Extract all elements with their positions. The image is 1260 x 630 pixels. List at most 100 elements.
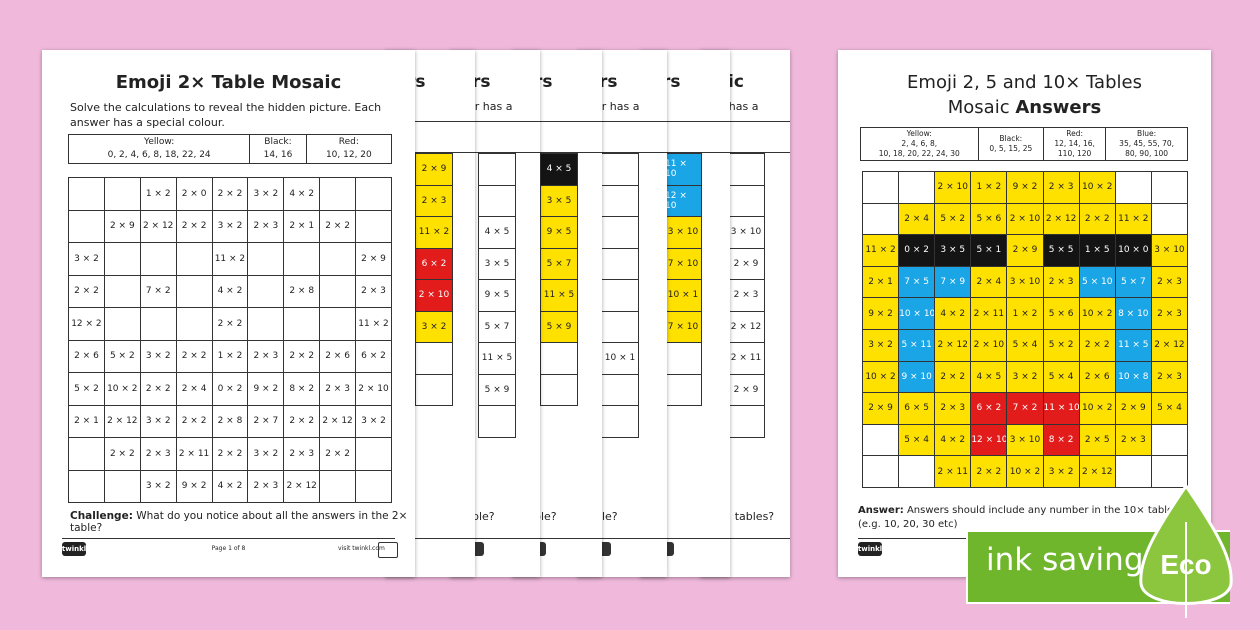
grid-cell [175, 307, 213, 341]
grid-cell [68, 469, 105, 503]
grid-cell: 4 × 2 [934, 297, 972, 330]
grid-cell: 2 × 2 [211, 437, 249, 471]
grid-cell: 5 × 6 [1042, 297, 1080, 330]
grid-cell: 10 × 0 [1114, 234, 1152, 267]
key-blue: Blue: 35, 45, 55, 70, 80, 90, 100 [1105, 127, 1188, 161]
grid-cell: 5 × 9 [478, 373, 516, 406]
grid-cell: 2 × 11 [970, 297, 1008, 330]
grid-cell: 3 × 2 [355, 404, 392, 438]
page-title-fragment: ic [728, 72, 744, 92]
grid-cell: 2 × 2 [283, 404, 321, 438]
grid-cell: 2 × 10 [415, 279, 453, 312]
grid-cell [1114, 171, 1152, 204]
grid-cell: 2 × 6 [68, 339, 105, 373]
resource-icon [378, 542, 398, 558]
grid-cell: 3 × 2 [415, 310, 453, 343]
grid-cell [478, 405, 516, 438]
grid-cell [319, 177, 356, 211]
grid-cell: 2 × 8 [283, 274, 321, 308]
grid-cell: 3 × 2 [247, 437, 285, 471]
grid-cell: 9 × 10 [898, 360, 936, 394]
footer-line [450, 538, 540, 539]
grid-cell: 4 × 2 [283, 177, 321, 211]
grid-cell: 6 × 5 [898, 392, 936, 425]
answers-colour-key: Yellow: 2, 4, 6, 8, 10, 18, 20, 22, 24, 30… [860, 127, 1188, 161]
key-fragment [660, 121, 730, 153]
instructions: Solve the calculations to reveal the hid… [70, 101, 382, 129]
key-fragment [405, 121, 475, 153]
page-title-fragment: rs [599, 72, 618, 92]
grid-cell [1150, 455, 1189, 488]
grid-cell [68, 177, 105, 211]
page-number: Page 1 of 8 [211, 545, 246, 552]
grid-cell: 2 × 12 [1078, 455, 1116, 488]
grid-cell: 11 × 10 [664, 153, 702, 186]
grid-cell: 9 × 5 [540, 216, 578, 249]
grid-cell: 3 × 2 [211, 209, 249, 243]
grid-cell: 2 × 2 [1078, 328, 1116, 362]
grid-cell: 11 × 10 [1042, 392, 1080, 425]
grid-cell: 2 × 2 [319, 209, 356, 243]
grid-cell: 3 × 10 [1006, 265, 1044, 299]
key-black: Black: 14, 16 [249, 134, 307, 164]
grid-cell [601, 405, 639, 438]
grid-cell [68, 209, 105, 243]
grid-cell: 11 × 5 [478, 342, 516, 375]
grid-cell: 11 × 2 [861, 234, 900, 267]
grid-cell: 2 × 12 [319, 404, 356, 438]
grid-cell: 10 × 2 [1078, 171, 1116, 204]
grid-cell: 2 × 12 [103, 404, 141, 438]
grid-cell [664, 373, 702, 406]
grid-cell: 2 × 11 [727, 342, 765, 375]
grid-cell [139, 307, 177, 341]
grid-cell: 5 × 7 [478, 310, 516, 343]
grid-cell: 2 × 1 [68, 404, 105, 438]
grid-cell: 3 × 2 [68, 242, 105, 276]
grid-cell [355, 437, 392, 471]
grid-cell [727, 405, 765, 438]
grid-cell: 6 × 2 [415, 247, 453, 280]
grid-cell: 2 × 3 [319, 372, 356, 406]
grid-cell: 10 × 1 [601, 342, 639, 375]
grid-cell [861, 202, 900, 236]
key-red: Red: 10, 12, 20 [305, 134, 393, 164]
footer-line [385, 538, 475, 539]
grid-cell: 2 × 3 [283, 437, 321, 471]
grid-cell [478, 153, 516, 186]
grid-cell: 10 × 2 [1006, 455, 1044, 488]
grid-cell: 9 × 2 [175, 469, 213, 503]
grid-cell: 2 × 10 [970, 328, 1008, 362]
grid-cell: 2 × 3 [1150, 297, 1189, 330]
grid-cell: 5 × 4 [898, 423, 936, 457]
grid-cell: 9 × 5 [478, 279, 516, 312]
eco-leaf-icon: Eco [1139, 483, 1233, 618]
grid-cell [319, 242, 356, 276]
grid-cell: 2 × 6 [319, 339, 356, 373]
grid-cell: 7 × 10 [664, 310, 702, 343]
grid-cell: 2 × 3 [355, 274, 392, 308]
grid-cell: 2 × 9 [415, 153, 453, 186]
grid-cell: 4 × 5 [540, 153, 578, 186]
grid-cell: 2 × 7 [247, 404, 285, 438]
grid-cell [175, 242, 213, 276]
grid-cell: 2 × 12 [139, 209, 177, 243]
challenge-question: Challenge: What do you notice about all … [70, 510, 408, 534]
grid-cell: 2 × 10 [934, 171, 972, 204]
grid-cell: 1 × 2 [211, 339, 249, 373]
challenge-fragment: × tables? [722, 510, 775, 523]
grid-cell: 5 × 4 [1150, 392, 1189, 425]
key-fragment [470, 121, 540, 153]
grid-row: 12 × 2 2 × 2 11 × 2 [68, 307, 392, 341]
grid-cell: 2 × 3 [727, 279, 765, 312]
twinkl-logo: twinkl [858, 542, 882, 556]
grid-cell: 1 × 2 [1006, 297, 1044, 330]
grid-cell: 4 × 2 [934, 423, 972, 457]
